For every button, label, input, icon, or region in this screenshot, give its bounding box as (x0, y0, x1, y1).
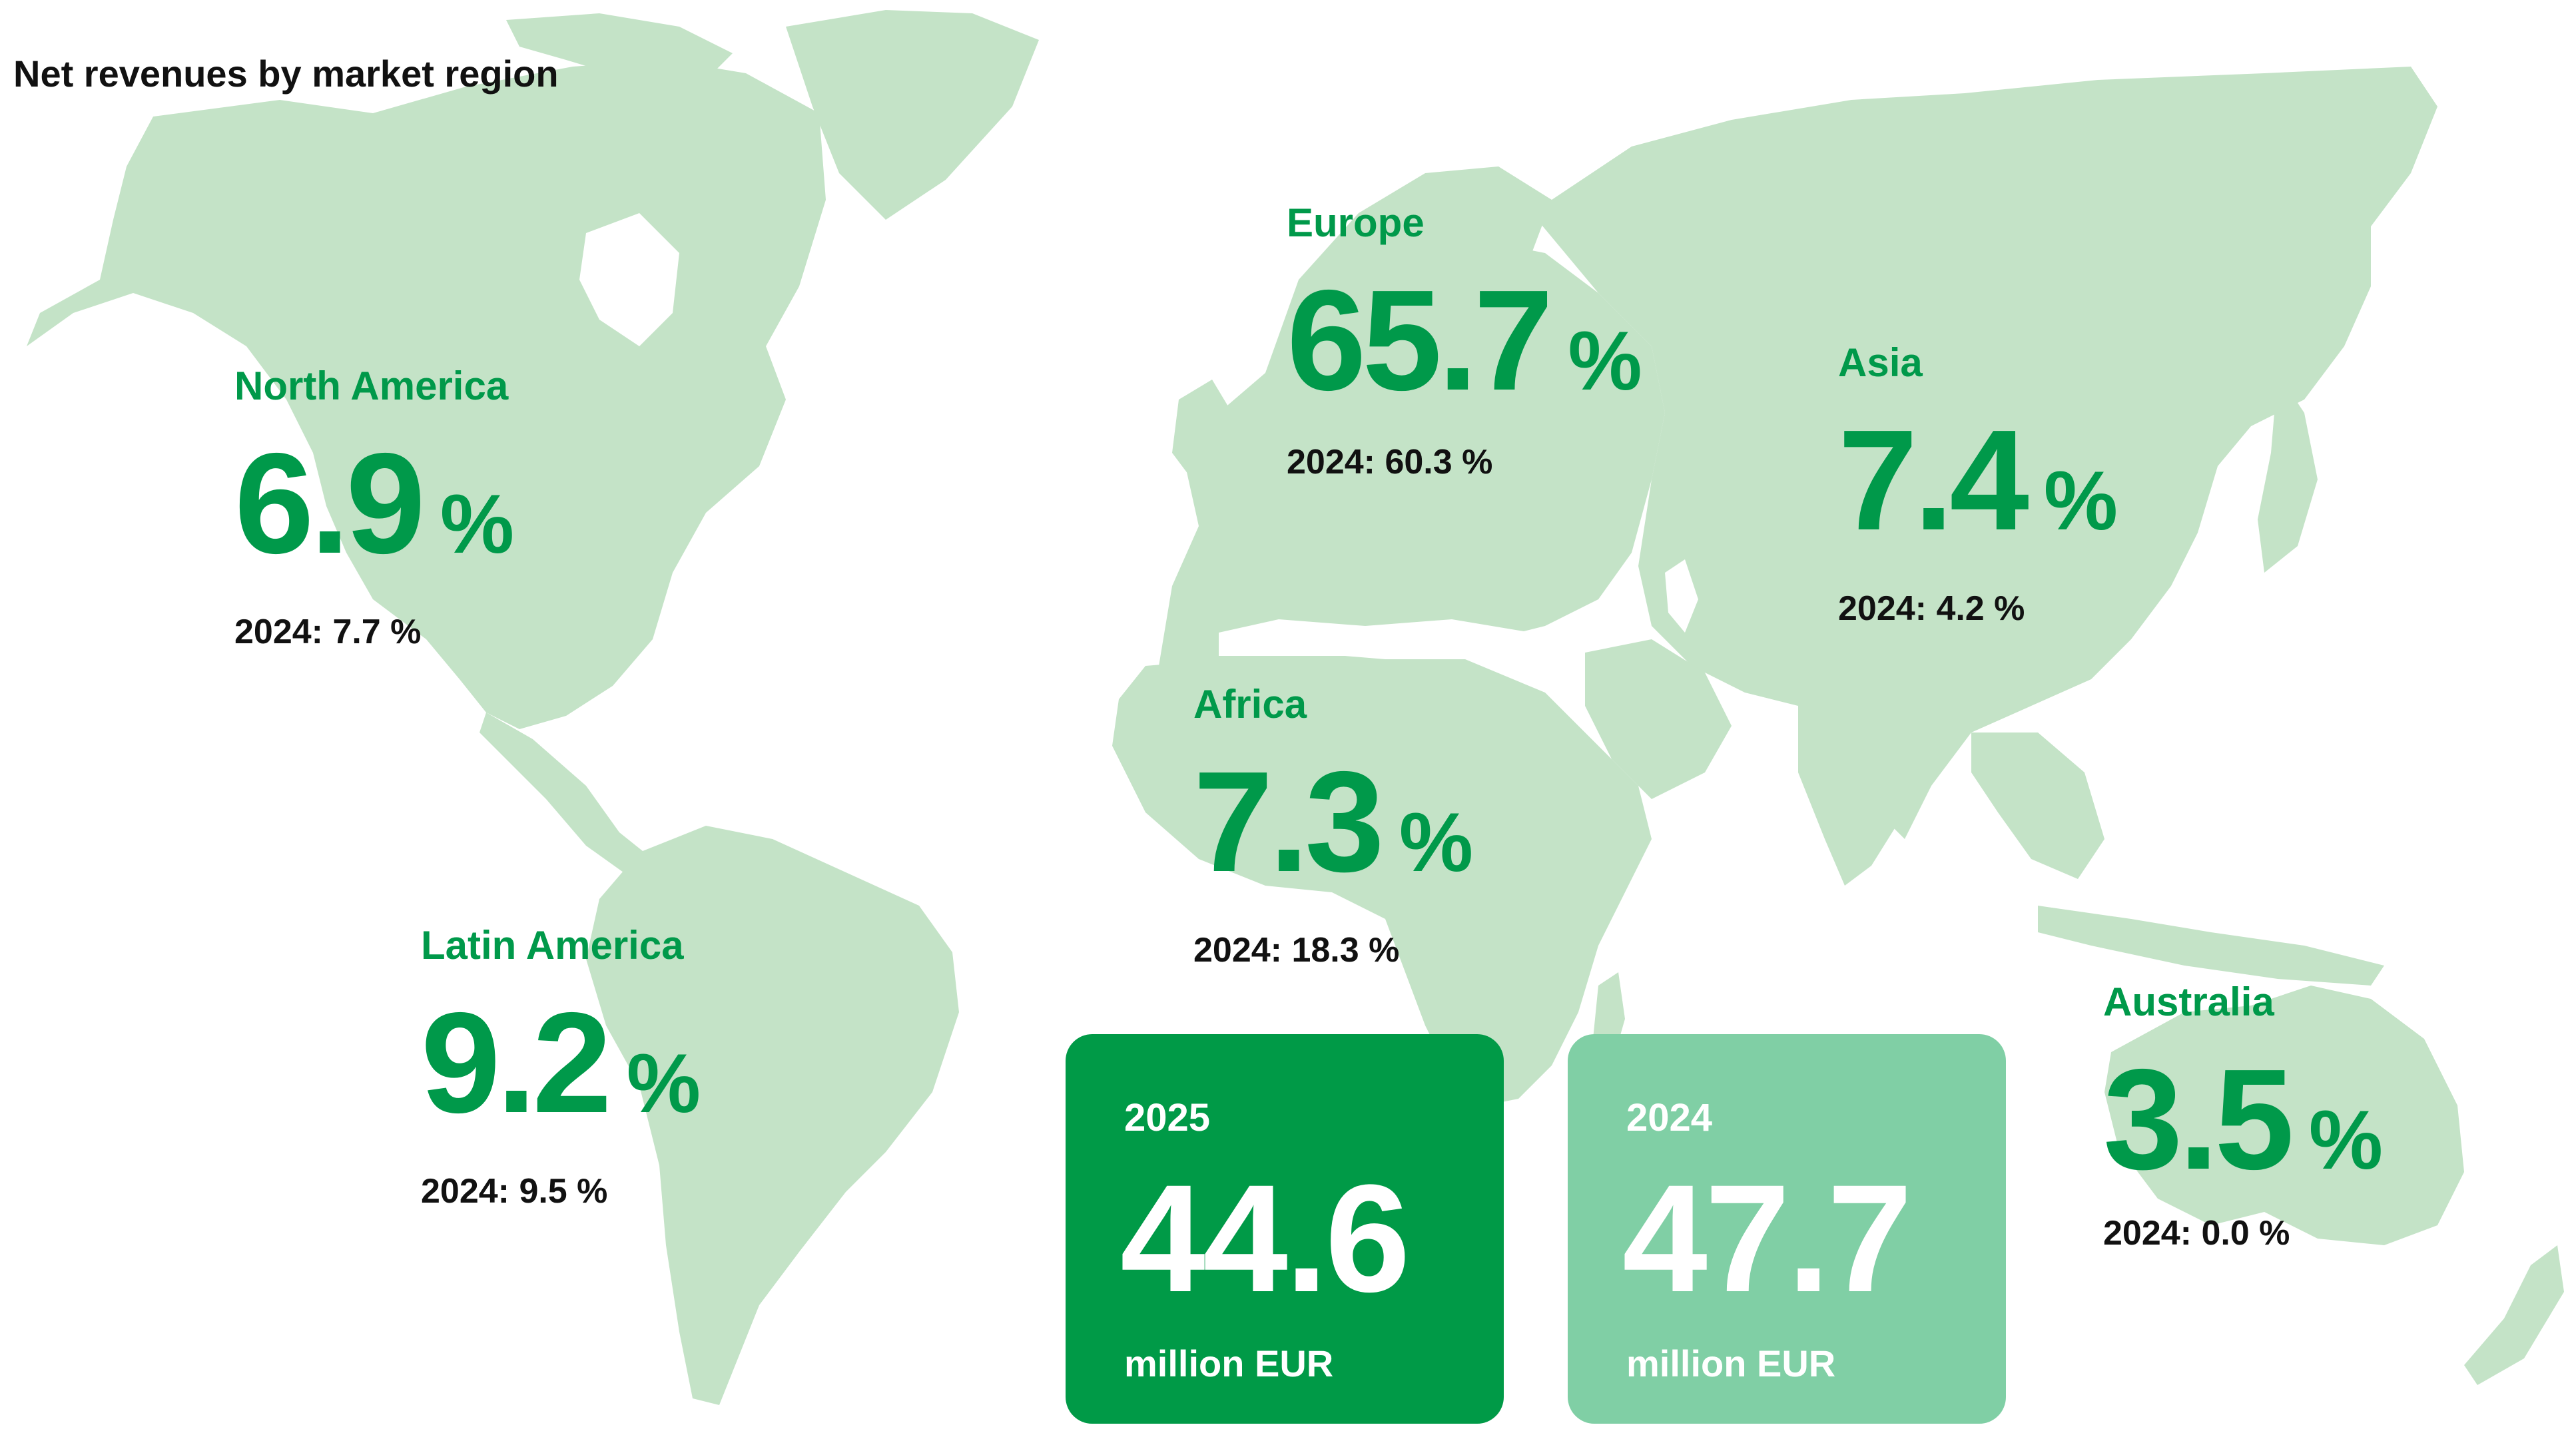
region-previous-year: 2024: 7.7 % (234, 613, 422, 651)
southeast-asia-shape (1971, 732, 2104, 879)
region-share: 6.9 % (234, 432, 514, 575)
percent-sign: % (440, 478, 515, 571)
region-name: Asia (1838, 340, 1923, 385)
region-share-value: 6.9 (234, 423, 426, 583)
arabia-shape (1585, 639, 1732, 799)
south-america-shape (586, 826, 959, 1405)
region-name: North America (234, 364, 509, 408)
region-previous-year: 2024: 0.0 % (2103, 1214, 2290, 1253)
percent-sign: % (1399, 796, 1474, 889)
central-america-shape (480, 713, 653, 879)
card-unit: million EUR (1124, 1342, 1334, 1384)
page-title: Net revenues by market region (13, 53, 559, 95)
region-previous-year: 2024: 60.3 % (1287, 443, 1493, 481)
indonesia-shape (2038, 906, 2384, 986)
region-share: 65.7 % (1287, 268, 1642, 412)
card-total-value: 44.6 (1120, 1153, 1411, 1324)
region-share-value: 9.2 (421, 982, 612, 1143)
region-europe: Europe 65.7 % 2024: 60.3 % (1287, 200, 1642, 481)
region-share-value: 3.5 (2103, 1039, 2294, 1199)
region-name: Latin America (421, 923, 684, 968)
mediterranean-shape (1219, 619, 1532, 656)
japan-shape (2258, 373, 2318, 573)
total-revenue-card-2024: 2024 47.7 million EUR (1568, 1034, 2006, 1424)
region-north-america: North America 6.9 % 2024: 7.7 % (234, 364, 514, 651)
percent-sign: % (626, 1037, 701, 1130)
hudson-bay-shape (579, 213, 679, 346)
card-year: 2024 (1626, 1096, 1713, 1139)
percent-sign: % (1568, 315, 1642, 408)
region-name: Europe (1287, 200, 1425, 245)
region-share: 3.5 % (2103, 1047, 2383, 1191)
region-share: 7.4 % (1838, 408, 2118, 551)
india-shape (1798, 706, 1918, 886)
card-total-value: 47.7 (1622, 1153, 1913, 1324)
region-previous-year: 2024: 4.2 % (1838, 589, 2025, 628)
region-share: 9.2 % (421, 991, 701, 1134)
card-year: 2025 (1124, 1096, 1211, 1139)
percent-sign: % (2043, 455, 2118, 547)
british-isles-shape (1172, 380, 1232, 479)
asia-shape (1532, 67, 2437, 839)
card-unit: million EUR (1626, 1342, 1836, 1384)
region-latin-america: Latin America 9.2 % 2024: 9.5 % (421, 926, 701, 1209)
region-previous-year: 2024: 9.5 % (421, 1172, 608, 1211)
arctic-islands-shape (506, 13, 733, 80)
scandinavia-shape (1265, 166, 1552, 386)
region-australia: Australia 3.5 % 2024: 0.0 % (2103, 982, 2383, 1251)
australia-shape (2104, 986, 2464, 1245)
region-name: Australia (2103, 980, 2274, 1024)
region-name: Africa (1193, 682, 1307, 727)
africa-shape (1112, 653, 1652, 1105)
caspian-sea-shape (1665, 559, 1698, 633)
region-share-value: 65.7 (1287, 260, 1553, 420)
region-previous-year: 2024: 18.3 % (1193, 931, 1400, 970)
greenland-shape (786, 10, 1039, 220)
region-share-value: 7.3 (1193, 741, 1385, 902)
region-share-value: 7.4 (1838, 400, 2029, 560)
total-revenue-card-2025: 2025 44.6 million EUR (1066, 1034, 1504, 1424)
region-share: 7.3 % (1193, 750, 1473, 893)
percent-sign: % (2308, 1094, 2384, 1187)
region-africa: Africa 7.3 % 2024: 18.3 % (1193, 685, 1473, 968)
region-asia: Asia 7.4 % 2024: 4.2 % (1838, 340, 2118, 628)
new-zealand-shape (2464, 1245, 2564, 1385)
